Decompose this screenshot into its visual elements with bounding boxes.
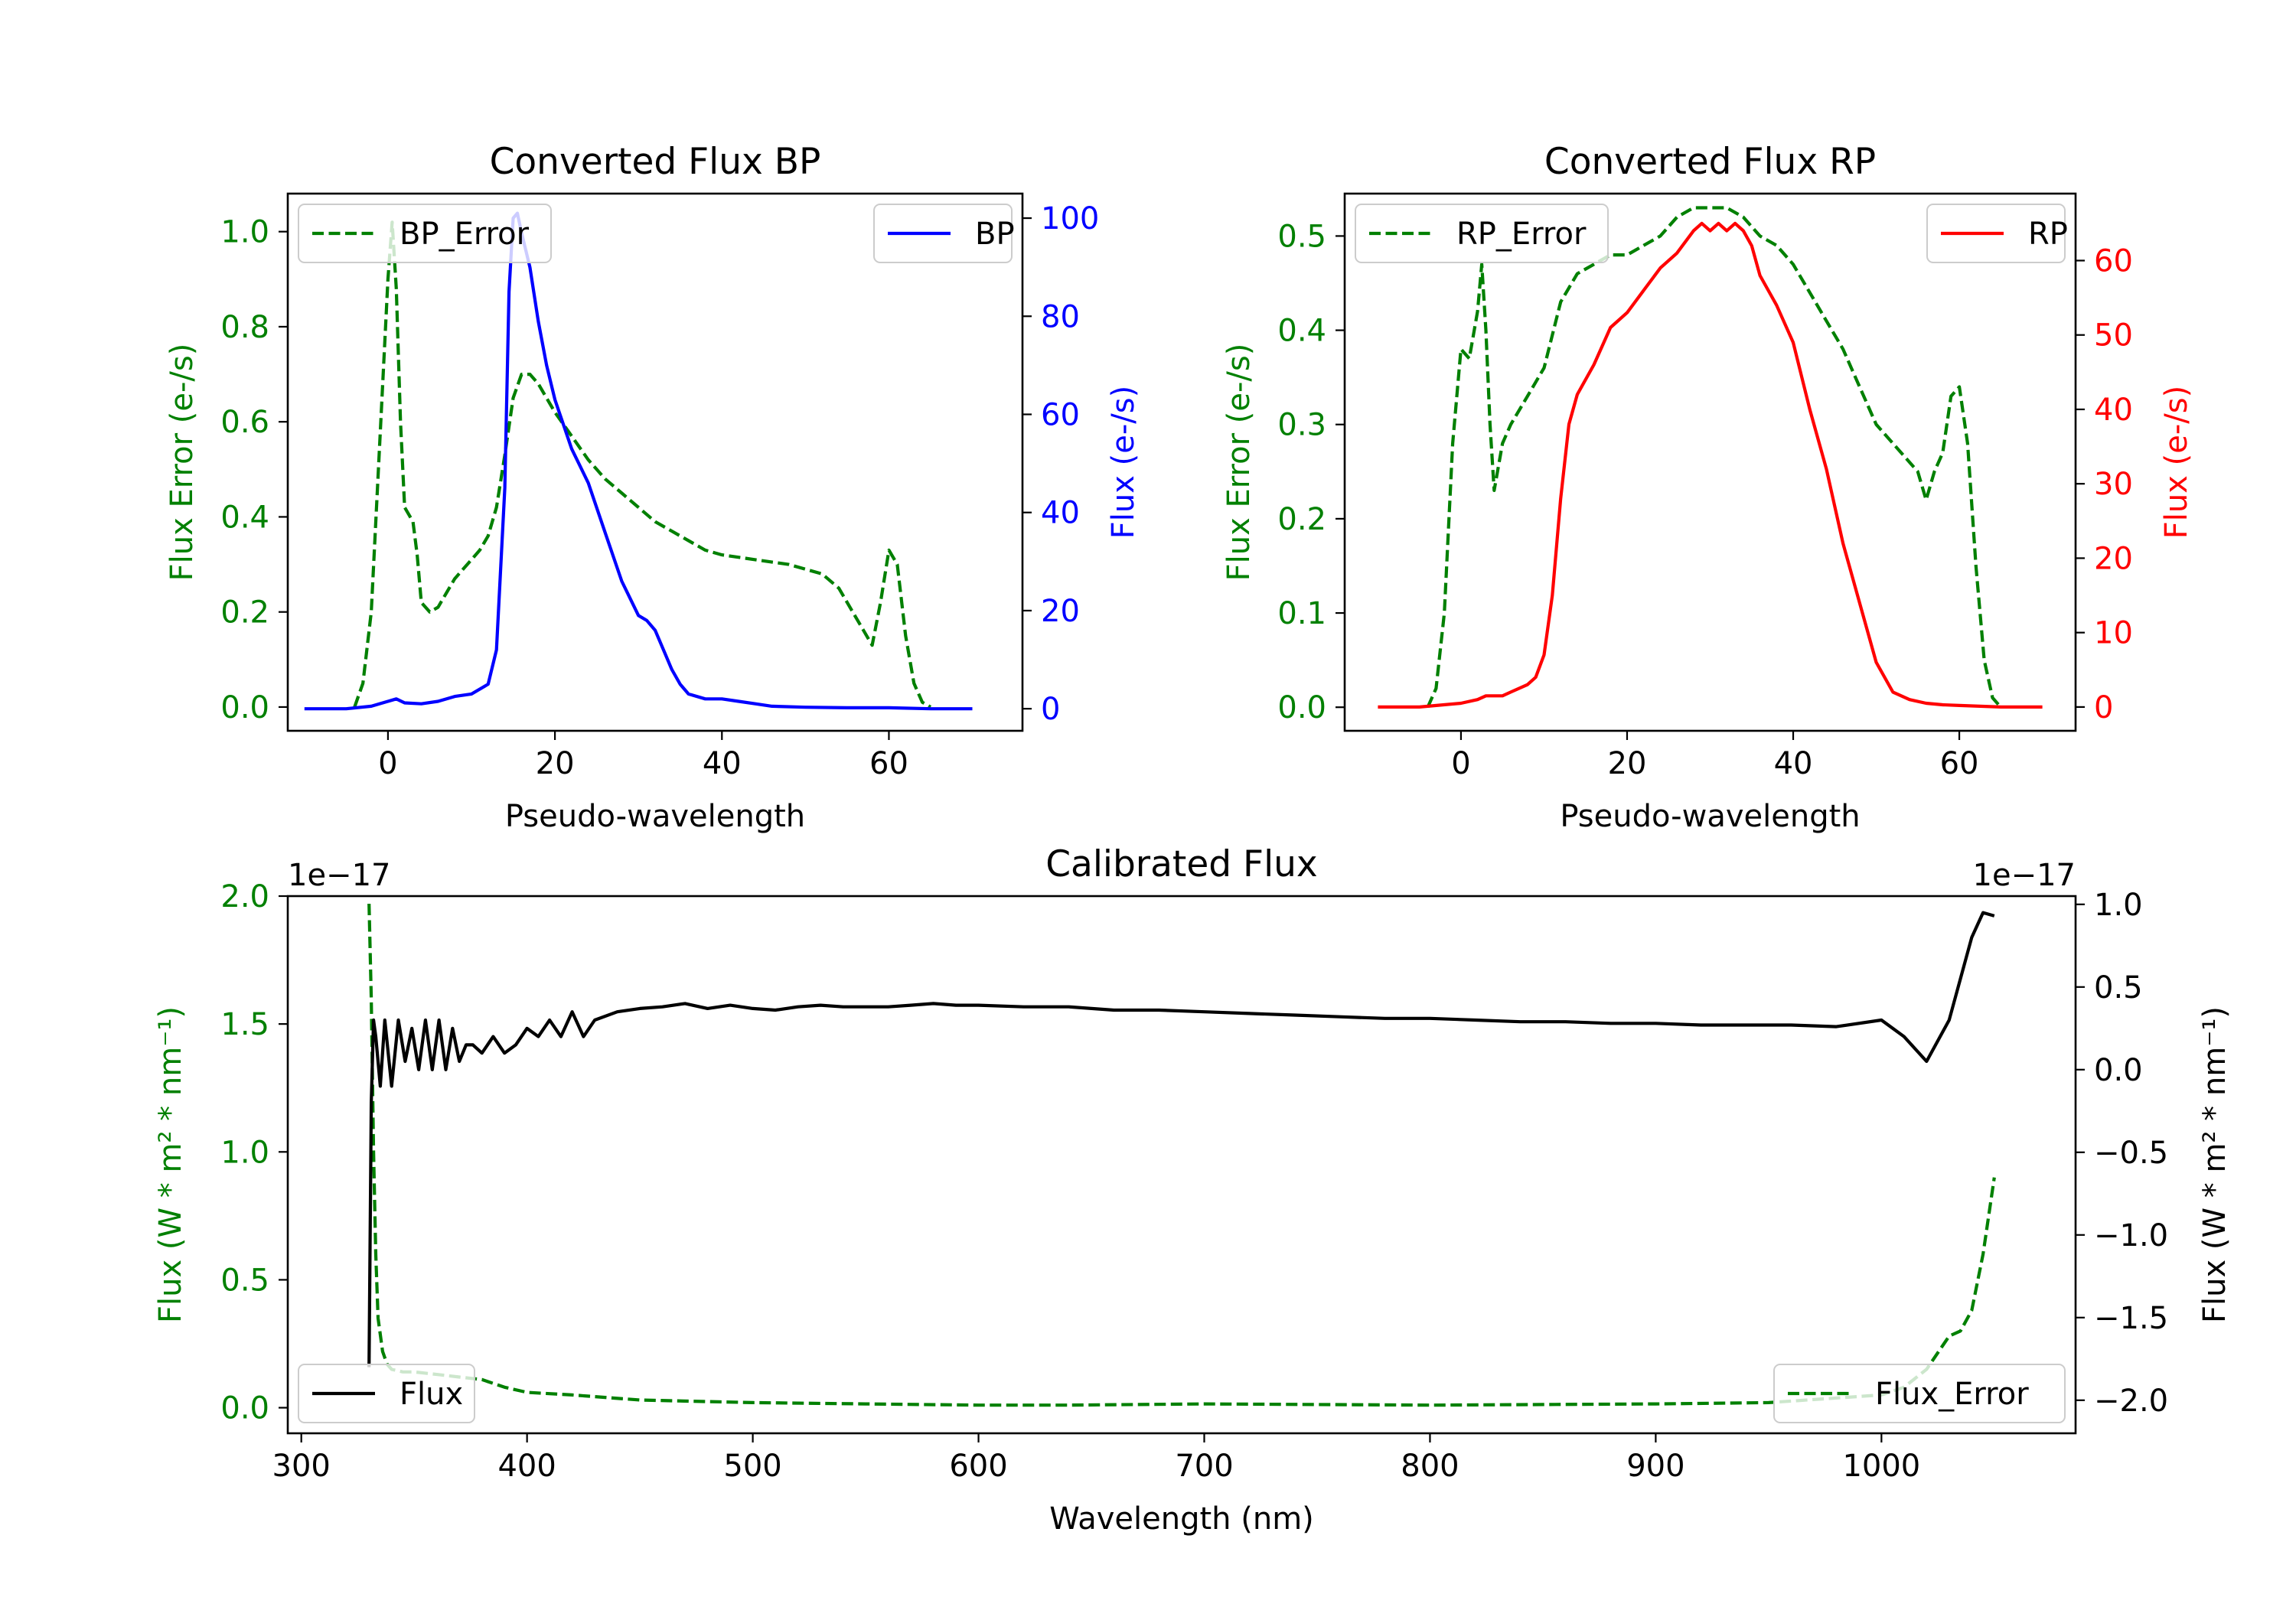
y-left-axis-label: Flux Error (e-/s) <box>1221 344 1257 582</box>
y-left-tick-label: 0.0 <box>1277 690 1326 725</box>
y-right-offset-label: 1e−17 <box>1973 858 2076 893</box>
y-left-tick-label: 0.3 <box>1277 408 1326 443</box>
legend-bp-error: BP_Error <box>298 204 552 263</box>
y-left-tick-label: 0.2 <box>220 595 269 631</box>
y-left-tick-label: 1.0 <box>220 1135 269 1170</box>
x-tick-label: 60 <box>869 746 908 781</box>
y-right-tick-label: 60 <box>2094 244 2133 279</box>
y-left-axis-label: Flux Error (e-/s) <box>165 344 200 582</box>
y-right-tick-label: 0 <box>1041 692 1060 727</box>
y-left-tick-label: 2.0 <box>220 879 269 914</box>
y-right-tick-label: −1.5 <box>2094 1301 2168 1336</box>
y-right-tick-label: 10 <box>2094 616 2133 651</box>
x-tick-label: 500 <box>723 1449 781 1484</box>
y-right-tick-label: 40 <box>2094 393 2133 428</box>
x-tick-label: 400 <box>497 1449 556 1484</box>
legend-label: RP_Error <box>1456 217 1587 252</box>
y-right-axis-label: Flux (e-/s) <box>1106 386 1141 539</box>
x-tick-label: 1000 <box>1842 1449 1920 1484</box>
legend-label: Flux <box>400 1377 463 1412</box>
y-right-tick-label: 20 <box>1041 594 1080 629</box>
chart-panel-1: 0 20 40 60 0.0 0.2 0.4 0.6 0.8 1.0 0 20 40 60 80 100 Con… <box>165 141 1141 834</box>
y-right-tick-label: −0.5 <box>2094 1136 2168 1171</box>
x-axis-label: Pseudo-wavelength <box>1560 799 1860 834</box>
x-tick-label: 0 <box>1451 746 1470 781</box>
legend-label: BP_Error <box>400 217 530 252</box>
x-tick-label: 700 <box>1175 1449 1233 1484</box>
legend-flux: Flux <box>298 1364 475 1423</box>
y-right-tick-label: 50 <box>2094 318 2133 354</box>
y-left-tick-label: 1.5 <box>220 1007 269 1042</box>
y-left-tick-label: 0.0 <box>220 1391 269 1426</box>
plot-frame <box>286 192 1024 732</box>
chart-title: Converted Flux RP <box>1544 141 1876 183</box>
series-line-flux <box>367 911 1995 1367</box>
legend-box <box>1773 1364 2066 1423</box>
y-left-tick-label: 0.0 <box>220 690 269 725</box>
y-right-tick-label: 0.0 <box>2094 1053 2143 1088</box>
y-left-tick-label: 0.4 <box>220 500 269 535</box>
series-line-bp-error <box>353 220 932 709</box>
series-line-bp <box>304 211 973 711</box>
legend-rp: RP <box>1926 204 2068 263</box>
y-right-tick-label: 0.5 <box>2094 970 2143 1006</box>
y-left-tick-label: 0.5 <box>220 1263 269 1298</box>
y-right-tick-label: 30 <box>2094 467 2133 502</box>
y-left-tick-label: 0.2 <box>1277 502 1326 537</box>
legend-box <box>298 204 552 263</box>
y-right-tick-label: −2.0 <box>2094 1384 2168 1419</box>
y-left-axis-label: Flux (W * m² * nm⁻¹) <box>153 1006 188 1323</box>
x-axis-label: Pseudo-wavelength <box>505 799 805 834</box>
y-left-tick-label: 0.8 <box>220 310 269 345</box>
legend-label: Flux_Error <box>1875 1377 2029 1412</box>
plot-frame <box>286 895 2077 1435</box>
y-left-tick-label: 0.5 <box>1277 219 1326 254</box>
y-right-tick-label: 1.0 <box>2094 888 2143 923</box>
chart-panel-2: 0 20 40 60 0.0 0.1 0.2 0.3 0.4 0.5 0 10 20 30 40 50 60 Co… <box>1221 141 2194 834</box>
y-right-tick-label: 80 <box>1041 299 1080 334</box>
chart-title: Calibrated Flux <box>1045 843 1318 885</box>
x-tick-label: 20 <box>536 746 575 781</box>
series-line-flux-error <box>367 903 1996 1407</box>
legend-box <box>1355 204 1609 263</box>
plot-frame <box>1343 192 2077 732</box>
y-left-tick-label: 0.4 <box>1277 314 1326 349</box>
y-left-tick-label: 1.0 <box>220 215 269 250</box>
y-right-tick-label: −1.0 <box>2094 1218 2168 1253</box>
x-axis-label: Wavelength (nm) <box>1049 1501 1314 1537</box>
y-left-tick-label: 0.6 <box>220 405 269 440</box>
x-tick-label: 800 <box>1401 1449 1459 1484</box>
x-tick-label: 900 <box>1626 1449 1684 1484</box>
legend-box <box>298 1364 475 1423</box>
y-right-tick-label: 60 <box>1041 397 1080 432</box>
series-line-rp <box>1378 221 2043 709</box>
chart-title: Converted Flux BP <box>490 141 821 183</box>
y-right-tick-label: 0 <box>2094 690 2113 725</box>
y-left-tick-label: 0.1 <box>1277 596 1326 631</box>
x-tick-label: 40 <box>703 746 742 781</box>
legend-label: RP <box>2028 217 2068 252</box>
y-left-offset-label: 1e−17 <box>288 858 390 893</box>
y-right-axis-label: Flux (e-/s) <box>2159 386 2194 539</box>
legend-flux-error: Flux_Error <box>1773 1364 2066 1423</box>
legend-label: BP <box>975 217 1015 252</box>
y-right-tick-label: 20 <box>2094 541 2133 576</box>
chart-panel-3: 300 400 500 600 700 800 900 1000 0.0 0.5 1.0 1.5 2.0… <box>153 843 2232 1537</box>
y-right-tick-label: 40 <box>1041 496 1080 531</box>
x-tick-label: 0 <box>378 746 397 781</box>
x-tick-label: 60 <box>1940 746 1979 781</box>
x-tick-label: 20 <box>1608 746 1647 781</box>
x-tick-label: 600 <box>949 1449 1007 1484</box>
y-right-tick-label: 100 <box>1041 201 1099 236</box>
legend-rp-error: RP_Error <box>1355 204 1609 263</box>
legend-bp: BP <box>873 204 1015 263</box>
x-tick-label: 300 <box>272 1449 331 1484</box>
series-line-rp-error <box>1426 206 2002 709</box>
y-right-axis-label: Flux (W * m² * nm⁻¹) <box>2197 1006 2232 1323</box>
x-tick-label: 40 <box>1774 746 1813 781</box>
